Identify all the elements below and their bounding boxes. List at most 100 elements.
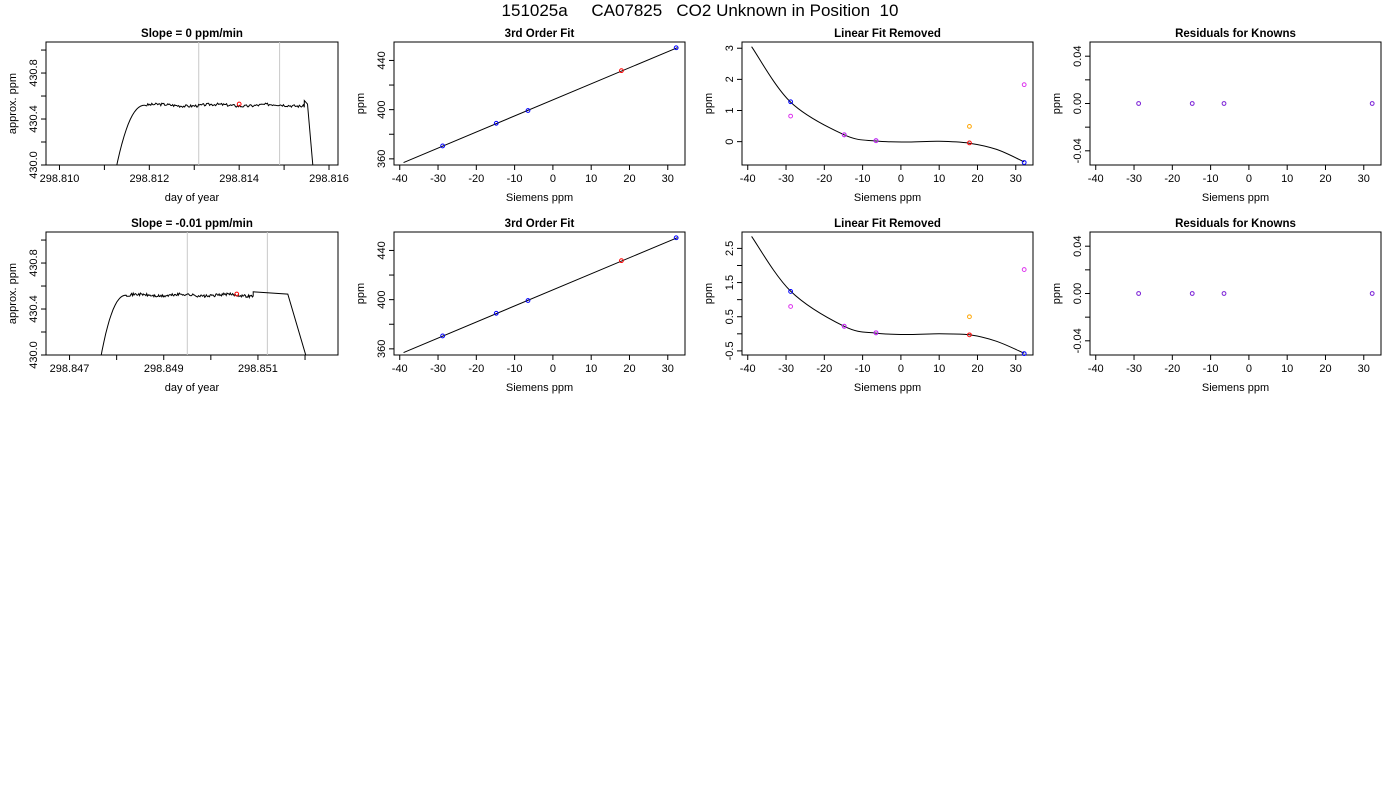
x-axis-label: Siemens ppm [854, 382, 921, 394]
x-tick-label: -20 [816, 363, 832, 375]
data-point [619, 68, 624, 74]
data-point [1136, 291, 1142, 296]
y-axis-label: ppm [703, 93, 715, 114]
plot-frame [1089, 41, 1382, 166]
x-tick-label: -30 [778, 363, 794, 375]
y-tick-label: 440 [376, 241, 388, 259]
r1-fit-panel: 3rd Order Fit Siemens ppm ppm -40 -30 -20 -10 0… [355, 28, 686, 204]
x-tick-label: -10 [507, 173, 523, 185]
data-point [234, 291, 240, 297]
y-tick-label: 3 [724, 45, 736, 51]
x-tick-label: 20 [1319, 173, 1331, 185]
x-tick-label: 30 [1358, 363, 1370, 375]
cubic-fit-curve [751, 46, 1025, 163]
x-tick-label: -10 [1203, 363, 1219, 375]
x-tick-label: 298.816 [309, 173, 349, 185]
y-tick-label: 0.04 [1072, 235, 1084, 256]
x-axis-label: day of year [165, 192, 220, 204]
y-axis-label: ppm [355, 93, 367, 114]
data-point [1189, 101, 1195, 106]
y-tick-label: -0.04 [1072, 328, 1084, 353]
plot-area [403, 47, 678, 164]
x-tick-label: -20 [468, 363, 484, 375]
concentration-trace [100, 291, 307, 355]
x-tick-label: 20 [1319, 363, 1331, 375]
x-tick-label: 20 [971, 173, 983, 185]
plot-title: 3rd Order Fit [505, 218, 575, 230]
data-point [1021, 351, 1027, 357]
data-point [619, 258, 624, 264]
plot-title: Slope = -0.01 ppm/min [131, 218, 253, 230]
data-point [873, 138, 879, 144]
y-tick-label: 0 [724, 139, 736, 145]
x-tick-label: 298.810 [40, 173, 80, 185]
data-point [673, 45, 679, 51]
x-axis-label: Siemens ppm [1202, 382, 1269, 394]
x-tick-label: -20 [468, 173, 484, 185]
x-tick-label: -30 [1126, 173, 1142, 185]
x-tick-label: -30 [1126, 363, 1142, 375]
data-point [873, 330, 879, 336]
data-point [967, 332, 972, 338]
x-tick-label: 30 [1010, 173, 1022, 185]
data-point [967, 123, 972, 129]
y-tick-label: -0.5 [724, 341, 736, 360]
data-point [788, 99, 794, 105]
plot-area [116, 42, 314, 165]
plot-frame [1089, 231, 1382, 356]
y-axis-label: ppm [355, 283, 367, 304]
x-tick-label: 10 [585, 173, 597, 185]
y-tick-label: 430.0 [28, 341, 40, 369]
x-tick-label: -20 [1164, 173, 1180, 185]
x-tick-label: -30 [430, 173, 446, 185]
x-tick-label: 10 [585, 363, 597, 375]
y-tick-label: 360 [376, 150, 388, 168]
y-tick-label: 430.8 [28, 249, 40, 277]
y-tick-label: 0.00 [1072, 283, 1084, 304]
cubic-fit-curve [751, 236, 1025, 354]
data-point [788, 289, 794, 294]
x-axis-label: Siemens ppm [506, 192, 573, 204]
x-tick-label: 30 [1010, 363, 1022, 375]
plot-frame [393, 41, 686, 166]
data-point [1369, 101, 1375, 106]
r1-linear-panel: Linear Fit Removed Siemens ppm ppm -40 -30 -2… [703, 28, 1034, 204]
data-point [493, 310, 499, 316]
x-tick-label: 298.851 [238, 363, 278, 375]
x-tick-label: -40 [740, 363, 756, 375]
y-tick-label: 430.4 [28, 295, 40, 323]
data-point [1189, 291, 1195, 296]
y-tick-label: 430.0 [28, 151, 40, 179]
x-tick-label: -20 [816, 173, 832, 185]
plot-title: Linear Fit Removed [834, 218, 941, 230]
y-axis-label: approx. ppm [7, 73, 19, 134]
plot-area [100, 232, 307, 355]
data-point [440, 143, 446, 149]
x-tick-label: 0 [550, 363, 556, 375]
data-point [1021, 82, 1027, 88]
x-tick-label: -40 [392, 173, 408, 185]
y-tick-label: 0.5 [724, 309, 736, 324]
x-tick-label: 0 [550, 173, 556, 185]
x-tick-label: 30 [662, 173, 674, 185]
x-tick-label: 298.814 [219, 173, 259, 185]
data-point [493, 120, 499, 126]
concentration-trace [116, 99, 314, 165]
data-point [1221, 291, 1227, 296]
data-point [788, 113, 794, 119]
y-tick-label: 440 [376, 51, 388, 69]
y-tick-label: 0.04 [1072, 45, 1084, 66]
x-axis-label: Siemens ppm [1202, 192, 1269, 204]
y-tick-label: 1.5 [724, 275, 736, 290]
x-tick-label: 10 [1281, 173, 1293, 185]
x-tick-label: 20 [971, 363, 983, 375]
x-tick-label: 10 [1281, 363, 1293, 375]
plot-area [751, 46, 1025, 163]
y-axis-label: ppm [703, 283, 715, 304]
x-tick-label: -40 [1088, 173, 1104, 185]
y-tick-label: 430.8 [28, 59, 40, 87]
plot-area [403, 237, 678, 354]
x-axis-label: Siemens ppm [854, 192, 921, 204]
x-tick-label: 10 [933, 363, 945, 375]
x-axis-label: Siemens ppm [506, 382, 573, 394]
